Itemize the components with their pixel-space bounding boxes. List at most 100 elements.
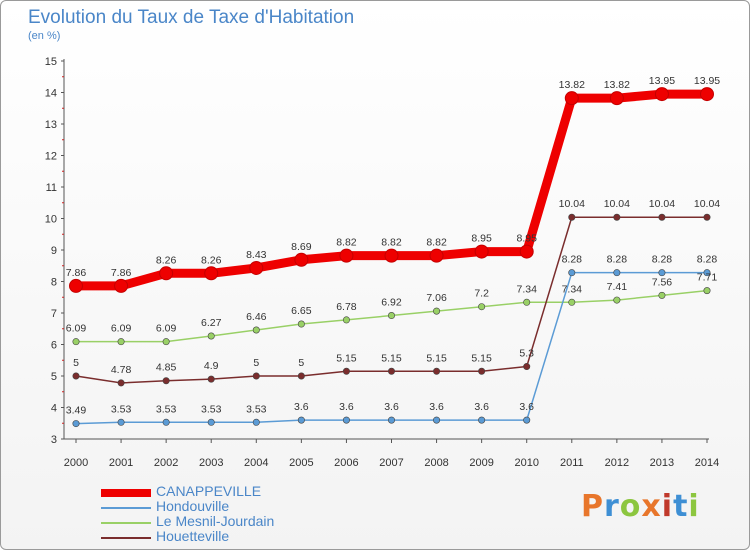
data-label: 7.86 xyxy=(111,267,132,279)
data-point xyxy=(297,372,305,380)
data-point xyxy=(433,416,441,424)
data-label: 3.53 xyxy=(201,403,222,415)
data-point xyxy=(342,316,350,324)
data-label: 3.6 xyxy=(339,401,354,413)
data-label: 8.82 xyxy=(381,237,402,249)
data-point xyxy=(117,418,125,426)
data-label: 8.82 xyxy=(426,237,447,249)
data-label: 6.09 xyxy=(66,323,87,335)
logo-letter: t xyxy=(673,489,689,524)
data-point xyxy=(613,269,621,277)
logo-letter: r xyxy=(604,489,620,524)
data-label: 4.9 xyxy=(204,360,219,372)
data-point xyxy=(613,296,621,304)
data-point xyxy=(478,303,486,311)
x-tick-label: 2013 xyxy=(650,457,674,469)
data-label: 3.53 xyxy=(156,403,177,415)
data-point xyxy=(342,367,350,375)
data-label: 3.6 xyxy=(384,401,399,413)
logo-letter: i xyxy=(688,489,700,524)
data-point xyxy=(429,248,444,263)
data-point xyxy=(72,372,80,380)
data-label: 6.46 xyxy=(246,311,267,323)
data-point xyxy=(564,91,579,106)
data-label: 13.95 xyxy=(694,75,720,87)
data-label: 8.43 xyxy=(246,249,267,261)
data-label: 8.26 xyxy=(201,254,222,266)
y-tick-label: 13 xyxy=(45,119,57,131)
data-label: 5.15 xyxy=(471,352,492,364)
legend-item: Le Mesnil-Jourdain xyxy=(101,513,341,530)
data-point xyxy=(162,418,170,426)
data-point xyxy=(568,213,576,221)
data-point xyxy=(387,367,395,375)
legend-item: Houetteville xyxy=(101,528,341,545)
proxiti-logo: Proxiti xyxy=(581,489,700,524)
legend-label: Hondouville xyxy=(156,498,230,514)
data-point xyxy=(162,338,170,346)
data-point xyxy=(249,260,264,275)
data-point xyxy=(613,213,621,221)
x-tick-label: 2008 xyxy=(424,457,448,469)
data-label: 13.82 xyxy=(559,79,585,91)
legend-swatch xyxy=(101,522,151,524)
x-tick-label: 2011 xyxy=(560,457,584,469)
legend-label: Le Mesnil-Jourdain xyxy=(156,513,275,529)
data-label: 3.6 xyxy=(429,401,444,413)
data-point xyxy=(519,244,534,259)
data-point xyxy=(204,266,219,281)
y-tick-label: 4 xyxy=(51,403,57,415)
legend-item: Hondouville xyxy=(101,498,341,515)
data-point xyxy=(523,416,531,424)
data-point xyxy=(609,91,624,106)
y-tick-label: 5 xyxy=(51,371,57,383)
logo-letter: P xyxy=(581,489,604,524)
data-label: 5 xyxy=(73,357,79,369)
data-point xyxy=(72,338,80,346)
data-label: 5.15 xyxy=(336,352,357,364)
data-point xyxy=(114,278,129,293)
x-tick-label: 2014 xyxy=(695,457,719,469)
data-label: 3.6 xyxy=(474,401,489,413)
data-point xyxy=(478,367,486,375)
y-tick-label: 6 xyxy=(51,340,57,352)
data-label: 7.2 xyxy=(474,288,489,300)
data-point xyxy=(433,367,441,375)
legend-swatch xyxy=(101,537,151,539)
data-point xyxy=(162,377,170,385)
data-point xyxy=(474,244,489,259)
data-label: 6.27 xyxy=(201,317,222,329)
data-label: 10.04 xyxy=(649,198,675,210)
data-point xyxy=(207,332,215,340)
data-point xyxy=(387,312,395,320)
data-point xyxy=(252,326,260,334)
data-label: 5.15 xyxy=(426,352,447,364)
logo-letter: x xyxy=(641,489,662,524)
data-label: 10.04 xyxy=(559,198,585,210)
x-tick-label: 2000 xyxy=(64,457,88,469)
chart-subtitle: (en %) xyxy=(28,30,61,42)
data-point xyxy=(294,252,309,267)
data-label: 3.53 xyxy=(246,403,267,415)
data-label: 7.86 xyxy=(66,267,87,279)
data-point xyxy=(700,87,714,102)
data-label: 8.95 xyxy=(471,233,492,245)
y-tick-label: 9 xyxy=(51,245,57,257)
data-label: 7.34 xyxy=(516,283,537,295)
data-label: 6.92 xyxy=(381,297,402,309)
logo-letter: i xyxy=(661,489,674,524)
legend-label: Houetteville xyxy=(156,528,230,544)
y-tick-label: 11 xyxy=(46,182,57,194)
data-point xyxy=(69,278,83,293)
data-point xyxy=(658,291,666,299)
data-label: 6.78 xyxy=(336,301,357,313)
legend-label: CANAPPEVILLE xyxy=(156,483,262,499)
data-label: 10.04 xyxy=(604,198,630,210)
data-point xyxy=(252,418,260,426)
data-label: 5.3 xyxy=(519,348,534,360)
data-label: 13.82 xyxy=(604,79,630,91)
y-tick-label: 7 xyxy=(51,308,57,320)
data-label: 7.71 xyxy=(697,272,718,284)
data-point xyxy=(523,298,531,306)
data-label: 5.15 xyxy=(381,352,402,364)
